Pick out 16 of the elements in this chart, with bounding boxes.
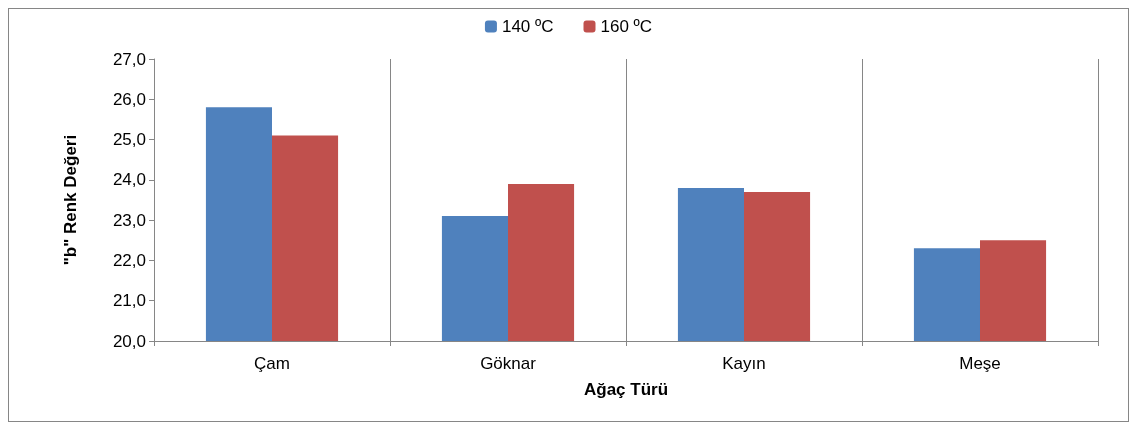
x-axis-title: Ağaç Türü — [583, 380, 669, 399]
y-tick-label: 26,0 — [112, 89, 146, 109]
y-tick-label: 25,0 — [112, 130, 146, 150]
y-tick-label: 27,0 — [112, 49, 146, 69]
x-tick-label: Kayın — [722, 354, 766, 373]
x-tick-label: Göknar — [480, 354, 537, 373]
y-axis-title: "b" Renk Değeri — [61, 134, 80, 266]
y-tick-label: 21,0 — [112, 291, 146, 311]
y-tick-label: 23,0 — [112, 210, 146, 230]
x-tick-label: Çam — [254, 354, 290, 373]
y-tick-label: 22,0 — [112, 250, 146, 270]
y-tick-label: 20,0 — [112, 331, 146, 351]
y-tick-label: 24,0 — [112, 170, 146, 190]
legend-label: 160 ºC — [600, 17, 653, 36]
x-tick-label: Meşe — [959, 354, 1001, 373]
legend-label: 140 ºC — [501, 17, 554, 36]
